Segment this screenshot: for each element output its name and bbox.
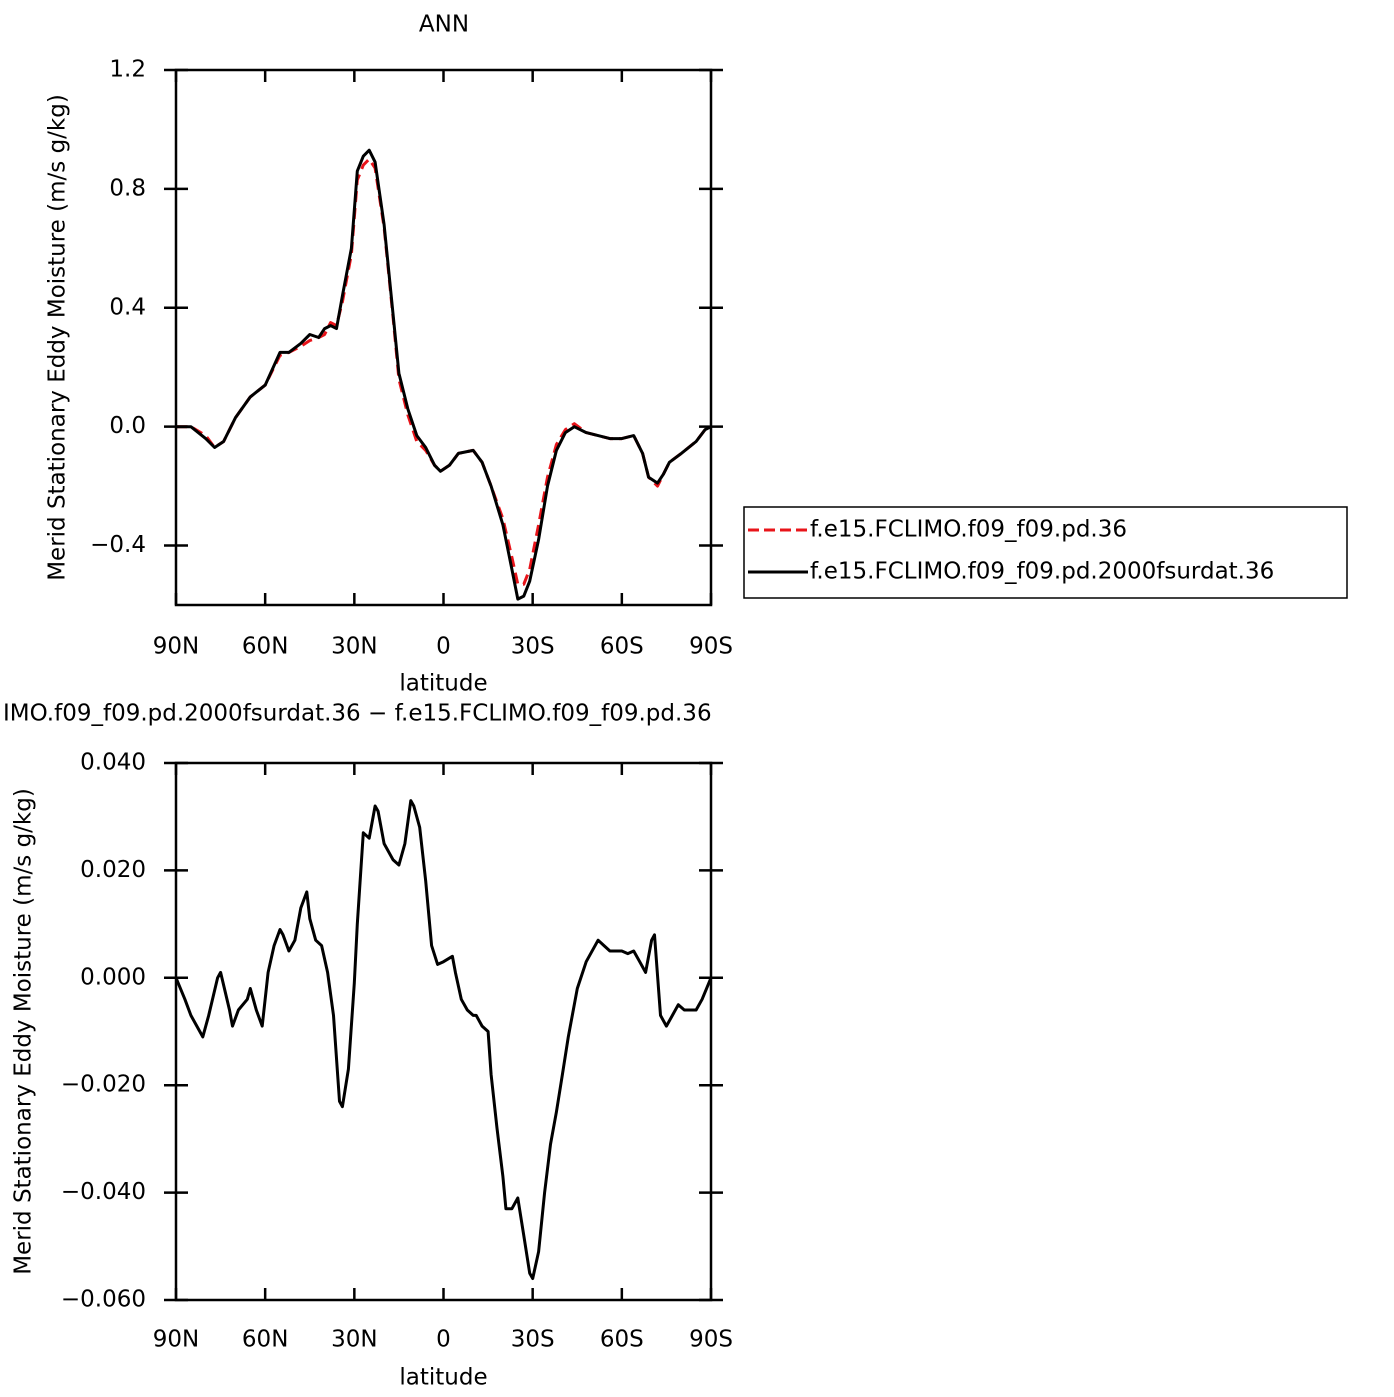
y-tick-label: 0.4 [109,294,146,320]
x-tick-label: 30S [511,1327,555,1353]
plot-frame [174,761,713,1302]
y-tick-label: 0.000 [80,964,146,990]
data-line [176,148,712,601]
y-tick-label: 0.8 [109,175,146,201]
y-axis-label: Merid Stationary Eddy Moisture (m/s g/kg… [45,94,71,581]
y-tick-label: −0.020 [61,1072,146,1098]
data-line [176,157,712,586]
legend-label: f.e15.FCLIMO.f09_f09.pd.36 [810,517,1127,543]
y-tick-label: 0.020 [80,857,146,883]
x-tick-label: 30N [331,1327,377,1353]
x-tick-label: 60N [242,634,288,660]
y-tick-label: 0.040 [80,750,146,776]
y-tick-label: −0.4 [90,532,146,558]
chart-title: ANN [419,12,469,38]
x-tick-label: 60S [600,1327,644,1353]
y-tick-label: −0.060 [61,1287,146,1313]
chart-title: IMO.f09_f09.pd.2000fsurdat.36 − f.e15.FC… [3,701,712,727]
y-tick-label: 0.0 [109,413,146,439]
x-tick-label: 60S [600,634,644,660]
x-tick-label: 30S [511,634,555,660]
data-line [174,799,713,1280]
plot-frame [174,68,713,607]
x-tick-label: 90S [689,1327,733,1353]
y-tick-label: −0.040 [61,1179,146,1205]
x-tick-label: 0 [436,634,451,660]
x-tick-label: 90N [153,634,199,660]
x-axis-label: latitude [399,1365,487,1391]
x-tick-label: 30N [331,634,377,660]
y-axis-label: Merid Stationary Eddy Moisture (m/s g/kg… [11,788,37,1275]
x-tick-label: 0 [436,1327,451,1353]
x-tick-label: 90S [689,634,733,660]
x-axis-label: latitude [399,671,487,697]
x-tick-label: 60N [242,1327,288,1353]
y-tick-label: 1.2 [109,57,146,83]
legend-box [743,506,1348,599]
x-tick-label: 90N [153,1327,199,1353]
legend-label: f.e15.FCLIMO.f09_f09.pd.2000fsurdat.36 [810,559,1274,585]
